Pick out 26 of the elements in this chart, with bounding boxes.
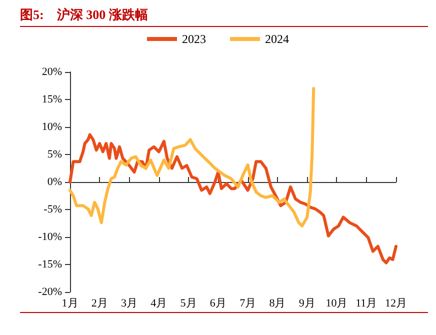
x-tick-label: 9月 xyxy=(298,298,316,310)
y-tick-label: 0% xyxy=(47,176,62,188)
y-tick-label: 10% xyxy=(42,121,62,133)
chart-title: 图5: 沪深 300 涨跌幅 xyxy=(20,6,149,24)
x-tick-label: 7月 xyxy=(240,298,256,310)
y-tick-label: -10% xyxy=(38,231,62,243)
x-tick-label: 6月 xyxy=(210,298,226,310)
x-tick-label: 5月 xyxy=(180,298,197,310)
legend-label: 2023 xyxy=(182,32,206,46)
x-tick-label: 12月 xyxy=(385,298,407,310)
line-series xyxy=(68,87,316,228)
y-tick-label: 15% xyxy=(42,94,62,106)
y-tick-label: -20% xyxy=(38,286,62,298)
y-tick-label: -5% xyxy=(44,204,62,216)
legend-label: 2024 xyxy=(265,32,289,46)
y-tick-label: 5% xyxy=(47,148,62,160)
y-tick-label: 20% xyxy=(42,66,62,78)
line-series xyxy=(68,133,398,264)
x-tick-label: 11月 xyxy=(356,298,378,310)
x-tick-label: 2月 xyxy=(91,298,108,310)
x-tick-label: 4月 xyxy=(150,298,168,310)
x-tick-label: 3月 xyxy=(121,298,138,310)
x-tick-label: 1月 xyxy=(62,298,78,310)
x-tick-label: 10月 xyxy=(326,298,348,310)
x-tick-label: 8月 xyxy=(269,298,286,310)
y-tick-label: -15% xyxy=(38,258,62,270)
